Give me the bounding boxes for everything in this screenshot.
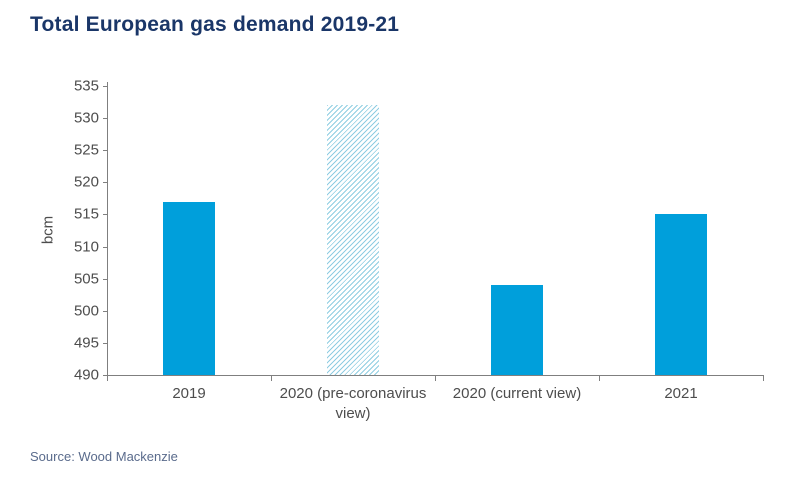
y-tick-mark: [103, 182, 107, 183]
y-axis-title: bcm: [39, 215, 57, 245]
y-tick-mark: [103, 279, 107, 280]
bar-2021: [655, 214, 707, 375]
x-tick-mark: [435, 376, 436, 381]
x-tick-mark: [271, 376, 272, 381]
y-tick-mark: [103, 247, 107, 248]
y-tick-mark: [103, 343, 107, 344]
x-axis-label-2020-current-view: 2020 (current view): [452, 385, 582, 402]
y-tick-label: 520: [73, 173, 99, 191]
x-axis-label-2019: 2019: [172, 385, 206, 402]
source-note: Source: Wood Mackenzie: [30, 449, 178, 464]
y-tick-label: 525: [73, 141, 99, 159]
x-tick-mark: [107, 376, 108, 381]
x-axis-label-2021: 2021: [664, 385, 698, 402]
x-tick-mark: [599, 376, 600, 381]
y-tick-mark: [103, 214, 107, 215]
y-tick-mark: [103, 118, 107, 119]
bar-2019: [163, 202, 215, 375]
x-tick-mark: [763, 376, 764, 381]
bar-2020-current-view: [491, 285, 543, 375]
y-tick-label: 490: [73, 366, 99, 384]
y-tick-label: 495: [73, 334, 99, 352]
chart-title: Total European gas demand 2019-21: [30, 13, 400, 36]
y-tick-label: 500: [73, 302, 99, 320]
bar-2020-pre-coronavirus-view: [327, 105, 379, 375]
y-tick-label: 530: [73, 109, 99, 127]
y-tick-label: 515: [73, 205, 99, 223]
y-tick-label: 505: [73, 270, 99, 288]
y-tick-mark: [103, 375, 107, 376]
y-tick-label: 535: [73, 77, 99, 95]
x-axis-label-2020-pre-coronavirus-view: 2020 (pre-coronavirus view): [279, 385, 427, 422]
y-tick-mark: [103, 86, 107, 87]
y-tick-mark: [103, 311, 107, 312]
y-tick-mark: [103, 150, 107, 151]
y-tick-label: 510: [73, 238, 99, 256]
x-axis-line: [107, 375, 764, 376]
y-axis-line: [107, 82, 108, 376]
